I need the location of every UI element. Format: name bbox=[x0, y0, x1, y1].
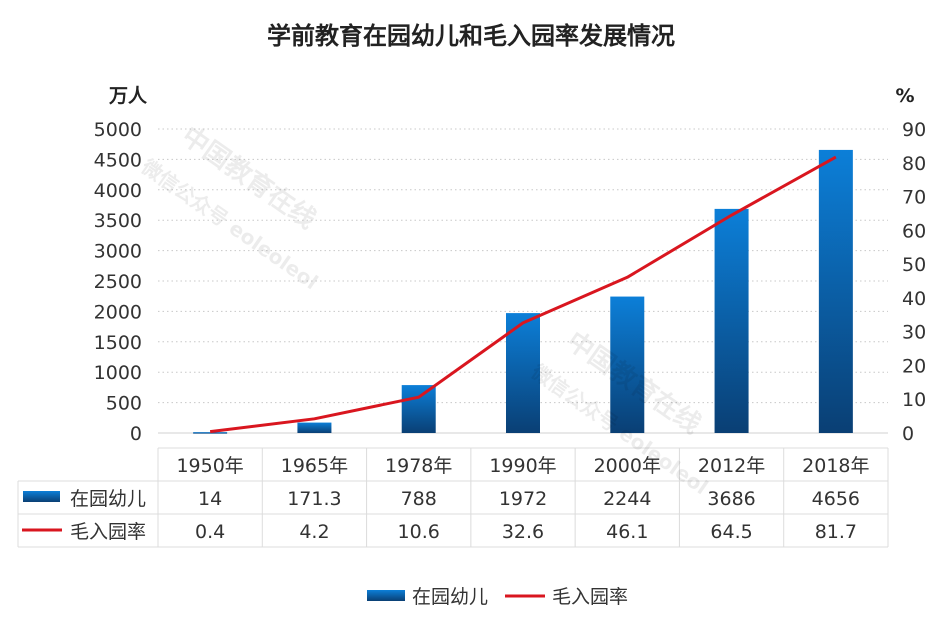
left-tick-label: 0 bbox=[130, 423, 142, 445]
rate-data-label: 0.4 bbox=[195, 521, 225, 543]
bar-data-label: 3686 bbox=[707, 488, 755, 510]
rate-data-label: 81.7 bbox=[815, 521, 857, 543]
right-tick-label: 90 bbox=[902, 119, 926, 141]
right-tick-label: 80 bbox=[902, 153, 926, 175]
left-tick-label: 5000 bbox=[94, 119, 142, 141]
category-label: 2012年 bbox=[698, 455, 765, 477]
rate-data-label: 4.2 bbox=[299, 521, 329, 543]
left-tick-label: 1500 bbox=[94, 332, 142, 354]
bar-1990年 bbox=[506, 313, 540, 433]
left-tick-label: 4000 bbox=[94, 180, 142, 202]
right-tick-label: 50 bbox=[902, 254, 926, 276]
bar-data-label: 14 bbox=[198, 488, 222, 510]
category-label: 1965年 bbox=[281, 455, 348, 477]
right-tick-label: 10 bbox=[902, 389, 926, 411]
rate-data-label: 10.6 bbox=[398, 521, 440, 543]
bar-data-label: 2244 bbox=[603, 488, 651, 510]
left-tick-label: 2500 bbox=[94, 271, 142, 293]
rate-data-label: 64.5 bbox=[710, 521, 752, 543]
legend-label: 在园幼儿 bbox=[412, 586, 488, 608]
bar-data-label: 1972 bbox=[499, 488, 547, 510]
right-tick-label: 60 bbox=[902, 220, 926, 242]
left-tick-label: 1000 bbox=[94, 362, 142, 384]
category-label: 2000年 bbox=[594, 455, 661, 477]
right-axis-label: % bbox=[895, 85, 914, 107]
right-tick-label: 70 bbox=[902, 187, 926, 209]
left-tick-label: 3500 bbox=[94, 210, 142, 232]
category-label: 2018年 bbox=[802, 455, 869, 477]
right-tick-label: 40 bbox=[902, 288, 926, 310]
left-tick-label: 2000 bbox=[94, 301, 142, 323]
category-label: 1990年 bbox=[489, 455, 556, 477]
legend-bar-key bbox=[367, 590, 405, 601]
left-tick-label: 4500 bbox=[94, 149, 142, 171]
right-tick-label: 0 bbox=[902, 423, 914, 445]
category-label: 1950年 bbox=[176, 455, 243, 477]
bar-1965年 bbox=[297, 422, 332, 433]
left-axis-label: 万人 bbox=[108, 85, 148, 107]
chart-title: 学前教育在园幼儿和毛入园率发展情况 bbox=[267, 22, 675, 50]
table-series-name: 在园幼儿 bbox=[70, 488, 146, 510]
right-tick-label: 30 bbox=[902, 322, 926, 344]
right-tick-label: 20 bbox=[902, 355, 926, 377]
rate-data-label: 46.1 bbox=[606, 521, 648, 543]
bar-2018年 bbox=[818, 149, 853, 433]
left-tick-label: 3000 bbox=[94, 241, 142, 263]
left-tick-label: 500 bbox=[106, 393, 142, 415]
category-label: 1978年 bbox=[385, 455, 452, 477]
table-bar-key bbox=[23, 491, 60, 502]
table-series-name: 毛入园率 bbox=[70, 521, 146, 543]
bar-2000年 bbox=[610, 296, 645, 433]
bar-data-label: 788 bbox=[401, 488, 437, 510]
bar-data-label: 4656 bbox=[812, 488, 860, 510]
rate-data-label: 32.6 bbox=[502, 521, 544, 543]
bar-data-label: 171.3 bbox=[287, 488, 341, 510]
svg-text:中国教育在线: 中国教育在线 bbox=[176, 120, 322, 235]
bar-1950年 bbox=[193, 432, 228, 434]
bar-2012年 bbox=[714, 208, 749, 433]
bar-1978年 bbox=[401, 385, 436, 433]
legend-label: 毛入园率 bbox=[552, 586, 628, 608]
